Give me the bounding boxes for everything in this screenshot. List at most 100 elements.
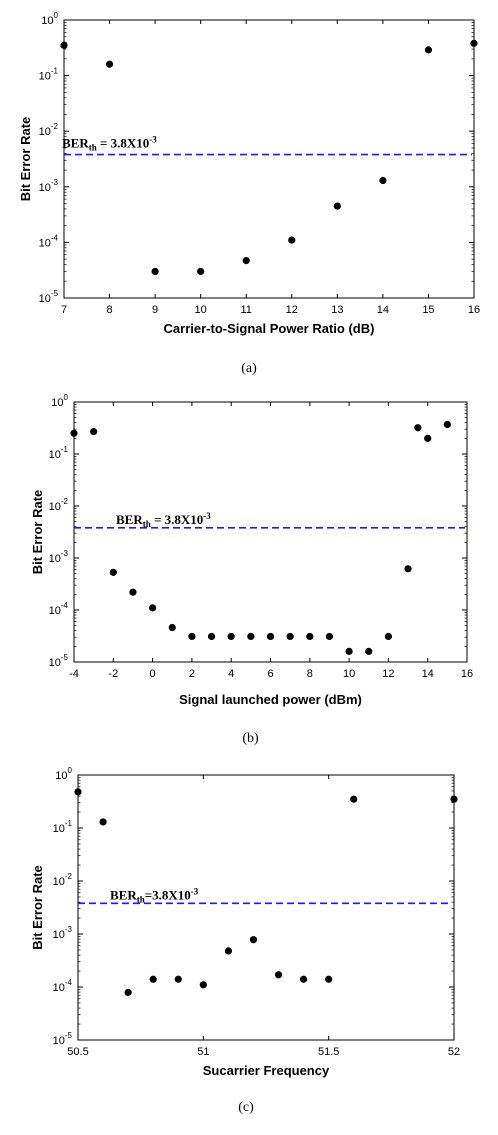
- x-tick-label: -2: [108, 668, 118, 680]
- y-tick-label: 10-5: [39, 289, 59, 305]
- data-point: [443, 420, 451, 429]
- x-tick-label: 51: [197, 1046, 209, 1058]
- data-point: [404, 565, 412, 573]
- data-point: [350, 795, 358, 803]
- y-tick-label: 10-5: [53, 1031, 73, 1047]
- y-tick-label: 10-1: [53, 819, 73, 835]
- y-tick-exponent: -1: [61, 445, 69, 454]
- y-tick-exponent: -5: [51, 289, 59, 298]
- data-point: [129, 588, 137, 596]
- x-tick-label: 50.5: [67, 1046, 88, 1058]
- ber-label-subscript: th: [89, 143, 97, 153]
- data-point: [60, 41, 68, 49]
- y-tick-exponent: -3: [61, 549, 69, 558]
- data-point: [266, 632, 275, 641]
- data-point: [70, 429, 78, 437]
- chart-panel-c: 50.5 51 51.5 52 100 10-1 10-2 10-3 10-4 10-5 Sucar…: [30, 766, 460, 1115]
- y-tick-label: 10-2: [49, 497, 69, 513]
- ber-threshold-label: BERth = 3.8X10-3: [62, 135, 157, 153]
- data-point: [414, 424, 422, 432]
- data-point: [149, 604, 157, 612]
- x-tick-label: 0: [150, 668, 156, 680]
- x-tick-label: 14: [377, 304, 389, 316]
- x-tick-label: 12: [286, 304, 298, 316]
- data-point: [470, 39, 478, 47]
- ber-label-value: = 3.8X10: [151, 512, 204, 527]
- ber-label-exponent: -3: [149, 135, 157, 145]
- y-tick-label: 10-1: [39, 67, 59, 83]
- data-point: [227, 632, 235, 641]
- y-tick-exponent: 0: [64, 393, 69, 402]
- y-tick-label: 100: [55, 766, 72, 782]
- data-point: [74, 788, 82, 796]
- data-point: [124, 988, 132, 997]
- y-tick-exponent: -3: [51, 178, 59, 187]
- y-tick-label: 10-1: [49, 445, 69, 461]
- y-tick-label: 10-3: [39, 178, 59, 194]
- chart-panel-b: -4 -2 0 2 4 6 8 10 12 14 16 100 10-1 10-2 10-3 10-4 10-5…: [30, 393, 473, 746]
- x-tick-label: 6: [267, 668, 273, 680]
- data-point: [188, 632, 196, 641]
- y-tick-label: 100: [41, 11, 58, 27]
- y-tick-label: 10-2: [39, 122, 59, 138]
- data-point: [247, 632, 255, 641]
- x-tick-label: 15: [422, 304, 434, 316]
- data-point: [224, 947, 232, 955]
- data-point: [325, 975, 333, 983]
- y-tick-exponent: -2: [65, 872, 73, 881]
- y-tick-label: 10-5: [49, 653, 69, 669]
- data-point: [249, 936, 258, 944]
- x-tick-label: 7: [61, 304, 67, 316]
- x-tick-label: 16: [468, 304, 480, 316]
- data-point: [105, 60, 114, 68]
- data-point: [149, 975, 157, 983]
- chart-panel-a: 7 8 9 10 11 12 13 14 15 16 100 10-1 10-2 10-3 10-4 10-5…: [18, 11, 480, 376]
- ber-label-main: BER: [116, 512, 143, 527]
- data-point: [345, 647, 353, 655]
- x-tick-label: 16: [461, 668, 473, 680]
- y-tick-exponent: -4: [51, 233, 59, 242]
- y-tick-label: 10-3: [53, 925, 73, 941]
- x-tick-label: 52: [448, 1046, 460, 1058]
- y-tick-exponent: -5: [61, 653, 69, 662]
- x-tick-label: 11: [241, 304, 252, 316]
- ber-threshold-label: BERth=3.8X10-3: [110, 886, 199, 904]
- ber-threshold-label: BERth = 3.8X10-3: [116, 511, 211, 529]
- data-point: [197, 267, 205, 276]
- y-tick-label: 10-4: [39, 233, 59, 249]
- data-point: [174, 975, 182, 983]
- y-tick-label: 10-4: [53, 978, 73, 994]
- x-tick-label: 10: [195, 304, 207, 316]
- data-point: [199, 981, 207, 989]
- data-point: [109, 568, 117, 576]
- y-tick-exponent: -3: [65, 925, 73, 934]
- x-axis-label: Carrier-to-Signal Power Ratio (dB): [164, 321, 375, 336]
- y-axis-label: Bit Error Rate: [30, 865, 45, 950]
- x-tick-label: -4: [69, 668, 79, 680]
- data-point: [379, 176, 387, 185]
- figure-caption: (b): [242, 731, 259, 746]
- data-point: [274, 971, 283, 979]
- y-tick-exponent: -1: [51, 67, 59, 76]
- x-tick-label: 9: [152, 304, 158, 316]
- y-tick-label: 10-4: [49, 601, 69, 617]
- x-tick-label: 2: [189, 668, 195, 680]
- y-tick-exponent: -2: [61, 497, 69, 506]
- data-point: [99, 818, 107, 826]
- ber-label-subscript: th: [137, 894, 145, 904]
- data-point: [325, 632, 334, 641]
- y-tick-label: 10-2: [53, 872, 73, 888]
- x-axis-label: Sucarrier Frequency: [203, 1063, 330, 1078]
- data-point: [90, 427, 98, 436]
- data-point: [306, 632, 314, 641]
- data-point: [286, 632, 294, 641]
- data-point: [450, 795, 458, 803]
- data-point: [300, 975, 308, 983]
- x-axis-label: Signal launched power (dBm): [179, 692, 362, 707]
- x-tick-label: 14: [422, 668, 434, 680]
- y-axis-label: Bit Error Rate: [18, 117, 33, 202]
- ber-label-exponent: -3: [203, 511, 211, 521]
- x-tick-label: 4: [228, 668, 234, 680]
- ber-label-main: BER: [110, 887, 137, 902]
